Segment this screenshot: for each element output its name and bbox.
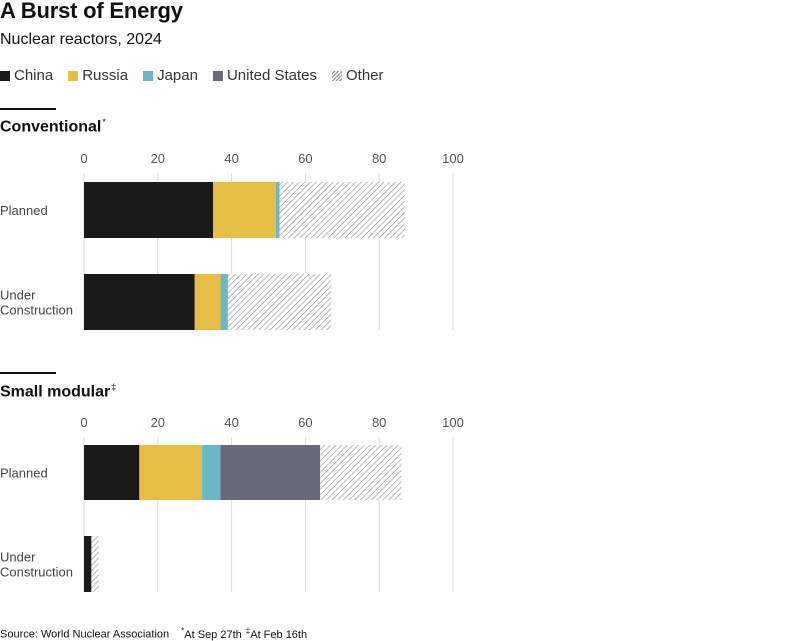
conventional-x-tick-label-20: 20 [151, 151, 165, 166]
small-modular-bar-planned-united-states [220, 445, 321, 500]
small-modular-bar-under-construction-china [84, 536, 92, 592]
legend-item-other: Other [332, 67, 384, 84]
small-modular-bar-planned-russia [139, 445, 203, 500]
conventional-bar-planned-other [279, 182, 406, 238]
conventional-bar-planned-china [84, 182, 214, 238]
panel-title-small-modular-text: Small modular [0, 383, 111, 401]
small-modular-x-tick-label-80: 80 [372, 415, 386, 430]
legend-swatch-russia [68, 70, 79, 81]
footnote-mark-1: * [181, 626, 185, 635]
small-modular-bar-planned-japan [202, 445, 221, 500]
footnote-text-1: At Sep 27th [184, 628, 242, 641]
legend-item-china: China [0, 67, 53, 84]
conventional-x-tick-label-60: 60 [298, 151, 312, 166]
legend-label-china: China [14, 67, 54, 84]
conventional-bar-under-construction-japan [220, 274, 228, 330]
legend-label-united-states: United States [226, 67, 317, 84]
section-rule-conventional [0, 108, 56, 110]
legend-swatch-united-states [212, 70, 223, 81]
section-rule-small-modular [0, 372, 56, 374]
small-modular-x-tick-label-0: 0 [80, 415, 87, 430]
legend-swatch-other [332, 70, 342, 81]
small-modular-x-tick-label-60: 60 [298, 415, 312, 430]
source-text: Source: World Nuclear Association [0, 628, 170, 641]
footnote-text-2: At Feb 16th [250, 628, 308, 641]
legend-item-japan: Japan [143, 67, 198, 84]
conventional-bar-under-construction-russia [194, 274, 221, 330]
conventional-bar-planned-japan [275, 182, 280, 238]
small-modular-category-label-planned: Planned [0, 466, 48, 481]
conventional-x-tick-label-40: 40 [224, 151, 238, 166]
source-note: Source: World Nuclear Association *At Sep… [0, 626, 307, 641]
legend-item-russia: Russia [68, 67, 128, 84]
small-modular-category-label-under-construction-line-0: Under [0, 550, 36, 565]
conventional-x-tick-label-100: 100 [442, 151, 464, 166]
conventional-bar-under-construction-other [227, 274, 332, 330]
panel-title-conventional: Conventional* [0, 117, 106, 136]
small-modular-category-label-under-construction-line-1: Construction [0, 565, 73, 580]
panel-footnote-mark-conventional: * [102, 117, 106, 127]
small-modular-bar-under-construction-other [91, 536, 99, 592]
conventional-category-label-planned: Planned [0, 203, 48, 218]
conventional-category-label-under-construction-line-1: Construction [0, 303, 73, 318]
conventional-category-label-under-construction-line-0: Under [0, 288, 36, 303]
legend-swatch-japan [143, 70, 154, 81]
legend-label-russia: Russia [82, 67, 129, 84]
chart-subtitle: Nuclear reactors, 2024 [0, 31, 162, 48]
conventional-x-tick-label-0: 0 [80, 151, 87, 166]
conventional-bar-planned-russia [213, 182, 276, 238]
small-modular-bar-planned-china [84, 445, 140, 500]
small-modular-bar-planned-other [320, 445, 402, 500]
small-modular-x-tick-label-20: 20 [151, 415, 165, 430]
legend-swatch-china [0, 70, 10, 81]
conventional-x-tick-label-80: 80 [372, 151, 386, 166]
legend: China Russia Japan United States Other [0, 67, 399, 84]
small-modular-x-tick-label-40: 40 [224, 415, 238, 430]
panel-title-small-modular: Small modular‡ [0, 382, 116, 401]
panel-footnote-mark-small-modular: ‡ [111, 382, 117, 392]
small-modular-x-tick-label-100: 100 [442, 415, 464, 430]
panel-title-conventional-text: Conventional [0, 118, 102, 136]
conventional-bar-under-construction-china [84, 274, 195, 330]
legend-label-japan: Japan [157, 67, 198, 84]
chart-title: A Burst of Energy [0, 0, 183, 23]
legend-label-other: Other [346, 67, 384, 84]
footnote-mark-2: ‡ [245, 626, 251, 635]
legend-item-united-states: United States [212, 67, 317, 84]
